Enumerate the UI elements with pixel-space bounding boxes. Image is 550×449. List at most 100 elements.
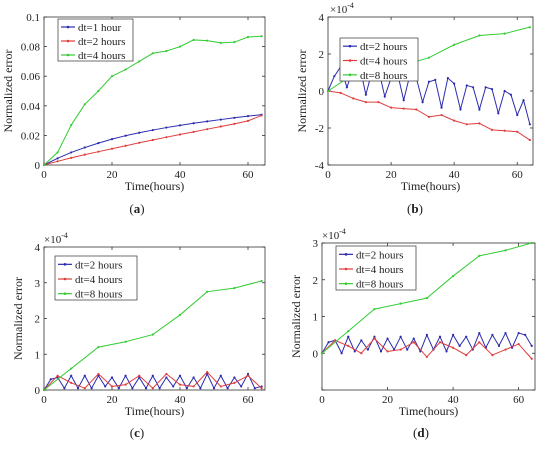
data-point (530, 241, 533, 245)
legend-label: dt=4 hours (78, 50, 125, 62)
data-point (83, 153, 86, 156)
data-point (440, 106, 443, 109)
data-point (389, 106, 393, 109)
y-tick-label: 0 (35, 385, 41, 397)
data-point (504, 249, 507, 252)
data-point (530, 357, 533, 360)
data-point (364, 93, 367, 96)
legend-marker (66, 39, 70, 43)
data-point (465, 353, 468, 357)
data-point (192, 122, 195, 125)
data-point (233, 376, 236, 379)
data-point (491, 333, 494, 336)
x-axis-label: Time(hours) (125, 179, 185, 193)
data-point (253, 387, 256, 390)
x-tick-label: 40 (175, 394, 187, 406)
data-point (421, 101, 424, 104)
data-point (178, 124, 182, 127)
legend-marker (63, 263, 67, 266)
data-point (478, 254, 481, 257)
panel-label-d: (d) (413, 425, 429, 440)
x-tick-label: 20 (107, 169, 119, 181)
data-point (165, 372, 168, 376)
x-tick-label: 20 (107, 394, 119, 406)
y-tick-label: 2 (313, 275, 319, 287)
data-point (453, 82, 456, 85)
data-point (185, 387, 188, 390)
data-point (503, 89, 506, 93)
data-point (226, 387, 229, 390)
x-tick-label: 60 (243, 169, 255, 181)
y-axis-label: Normalized error (295, 50, 309, 133)
y-tick-label: 0.06 (21, 71, 41, 83)
data-point (377, 101, 380, 104)
data-point (402, 107, 405, 110)
legend-label: dt=2 hours (75, 259, 122, 271)
data-point (56, 374, 59, 377)
y-exponent-label: ×10-4 (322, 227, 346, 242)
data-point (124, 340, 127, 343)
data-point (151, 387, 154, 390)
y-tick-label: 0.02 (21, 130, 40, 142)
data-point (516, 130, 519, 133)
data-point (49, 378, 52, 381)
x-tick-label: 60 (513, 394, 525, 406)
data-point (110, 385, 114, 388)
data-point (246, 119, 250, 122)
axes-frame-a (43, 16, 266, 166)
data-point (504, 331, 507, 335)
y-tick-label: -4 (315, 160, 325, 172)
data-point (530, 344, 533, 347)
data-point (465, 84, 468, 87)
data-point (451, 346, 455, 349)
data-point (233, 287, 236, 290)
data-point (131, 387, 134, 390)
data-point (522, 99, 525, 102)
data-point (459, 108, 462, 111)
data-point (56, 160, 59, 163)
y-tick-label: 0 (35, 160, 41, 172)
data-point (366, 348, 369, 351)
x-tick-label: 20 (382, 394, 394, 406)
x-tick-label: 0 (319, 394, 325, 406)
data-point (76, 387, 80, 390)
data-point (260, 35, 263, 38)
series-line-d-1 (321, 331, 533, 355)
data-point (453, 119, 456, 122)
data-point (503, 129, 506, 132)
data-point (438, 341, 442, 344)
data-point (151, 52, 154, 55)
legend-a: dt=1 hour dt=2 hours dt=4 hours (57, 18, 134, 62)
data-point (524, 333, 527, 336)
data-point (458, 344, 461, 347)
data-point (206, 128, 209, 131)
data-point (373, 335, 376, 338)
data-point (233, 381, 236, 384)
panel-d: 0 20 40 60 0 1 2 3×10-4 Time(hours) Normalized er… (289, 227, 536, 440)
y-tick-label: 0 (319, 86, 325, 98)
data-point (219, 374, 222, 377)
data-point (478, 341, 481, 344)
legend-box (339, 37, 419, 82)
legend-marker (344, 282, 348, 285)
data-point (399, 335, 402, 338)
data-point (260, 279, 263, 283)
data-point (240, 385, 243, 388)
data-point (151, 333, 154, 336)
legend-c: dt=2 hours dt=4 hours dt=8 hours (54, 255, 138, 301)
data-point (246, 115, 250, 118)
data-point (178, 313, 182, 317)
data-point (402, 99, 405, 102)
data-point (124, 134, 127, 137)
data-point (478, 108, 481, 111)
data-point (124, 144, 127, 147)
data-point (399, 348, 402, 351)
x-tick-label: 40 (449, 169, 461, 181)
data-point (42, 388, 46, 392)
y-tick-label: 0.08 (21, 42, 41, 54)
data-point (412, 341, 415, 344)
data-point (347, 330, 350, 333)
data-point (347, 344, 350, 347)
data-point (110, 376, 114, 379)
